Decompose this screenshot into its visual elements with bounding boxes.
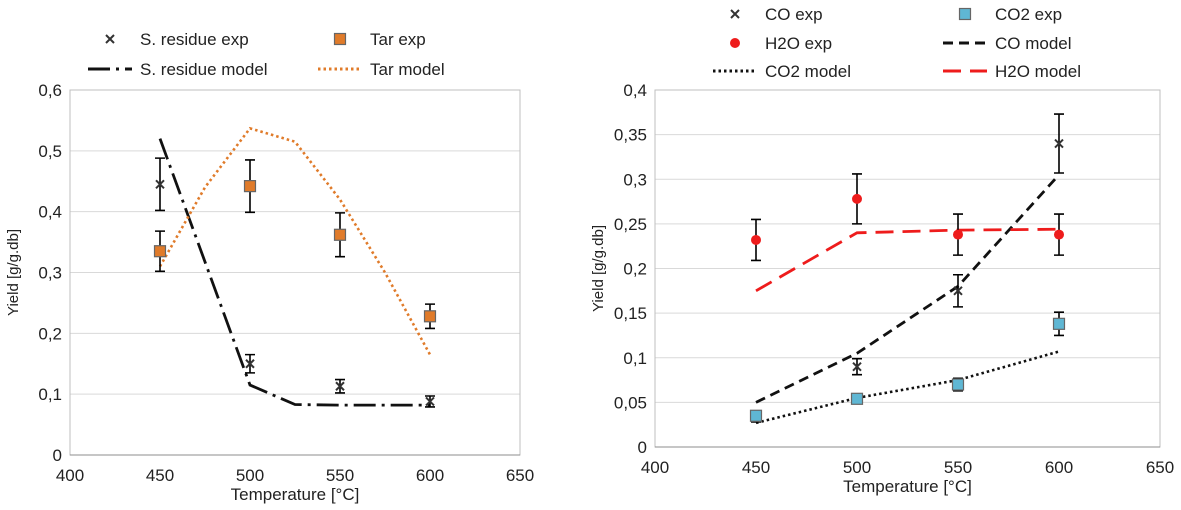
y-tick-label: 0,1 <box>623 349 647 368</box>
data-point-tar-exp <box>153 245 167 258</box>
data-point-co-exp <box>1054 138 1064 149</box>
legend-symbol <box>333 32 347 46</box>
data-point-co-exp <box>852 361 862 372</box>
x-tick-label: 550 <box>326 466 354 485</box>
legend-item: S. residue model <box>88 60 268 79</box>
legend-item: H2O exp <box>730 34 832 53</box>
data-point-co-exp <box>953 286 963 296</box>
legend-1: S. residue exp Tar exp S. residue model Tar… <box>88 30 445 79</box>
data-point-s-residue-exp <box>155 179 165 189</box>
data-point-h2o-exp <box>852 193 862 204</box>
legend-item: Tar exp <box>333 30 426 49</box>
legend-label: CO2 model <box>765 62 851 81</box>
legend-item: CO2 model <box>713 62 851 81</box>
legend-label: CO exp <box>765 5 823 24</box>
legend-symbol <box>958 7 972 21</box>
legend-symbol <box>730 38 740 48</box>
data-point-tar-exp <box>243 180 257 193</box>
data-point-co2-exp <box>1052 317 1066 330</box>
series-line-s-residue-model <box>158 138 430 407</box>
legend-item: CO model <box>943 34 1072 53</box>
legend-item: CO2 exp <box>958 5 1062 24</box>
x-axis-label: Temperature [°C] <box>231 485 360 504</box>
x-tick-label: 650 <box>506 466 534 485</box>
legend-label: H2O model <box>995 62 1081 81</box>
y-tick-label: 0,3 <box>38 264 62 283</box>
legend-label: S. residue model <box>140 60 268 79</box>
y-tick-label: 0,15 <box>614 304 647 323</box>
y-tick-label: 0,35 <box>614 126 647 145</box>
y-tick-label: 0 <box>53 446 62 465</box>
x-tick-label: 600 <box>1045 458 1073 477</box>
legend-item: H2O model <box>943 62 1081 81</box>
series-line-co-model <box>755 173 1061 404</box>
data-point-co2-exp <box>850 392 864 405</box>
x-tick-label: 650 <box>1146 458 1174 477</box>
x-tick-label: 400 <box>641 458 669 477</box>
y-tick-label: 0,2 <box>623 260 647 279</box>
x-tick-label: 450 <box>742 458 770 477</box>
data-point-co2-exp <box>749 409 763 422</box>
y-axis-label: Yield [g/g.db] <box>590 225 607 312</box>
series-line-co2-model <box>755 350 1060 425</box>
legend-label: CO2 exp <box>995 5 1062 24</box>
legend-label: Tar exp <box>370 30 426 49</box>
y-tick-label: 0,2 <box>38 324 62 343</box>
chart-1: 0 0,1 0,2 0,3 0,4 0,5 0,6 400 450 500 550 600 650 Tem… <box>5 81 534 504</box>
legend-item: S. residue exp <box>105 30 249 49</box>
x-tick-label: 400 <box>56 466 84 485</box>
y-tick-label: 0,25 <box>614 215 647 234</box>
y-tick-label: 0,3 <box>623 170 647 189</box>
legend-item: CO exp <box>730 5 823 24</box>
data-point-s-residue-exp <box>335 381 345 391</box>
x-tick-label: 600 <box>416 466 444 485</box>
y-tick-label: 0 <box>638 438 647 457</box>
data-point-s-residue-exp <box>245 359 255 369</box>
data-point-tar-exp <box>333 228 347 241</box>
y-tick-label: 0,05 <box>614 393 647 412</box>
y-axis-label: Yield [g/g.db] <box>5 229 22 316</box>
legend-item: Tar model <box>318 60 445 79</box>
data-point-s-residue-exp <box>425 396 435 407</box>
legend-label: S. residue exp <box>140 30 249 49</box>
y-tick-label: 0,4 <box>623 81 647 100</box>
x-tick-label: 500 <box>843 458 871 477</box>
x-axis-label: Temperature [°C] <box>843 477 972 496</box>
x-tick-label: 500 <box>236 466 264 485</box>
chart-2: 0 0,05 0,1 0,15 0,2 0,25 0,3 0,35 0,4 400 450 500 55… <box>590 81 1174 496</box>
legend-label: CO model <box>995 34 1072 53</box>
legend-symbol <box>730 9 740 19</box>
data-point-co2-exp <box>951 378 965 391</box>
series-line-h2o-model <box>755 227 1060 293</box>
data-point-h2o-exp <box>751 234 761 245</box>
legend-label: Tar model <box>370 60 445 79</box>
data-point-tar-exp <box>423 310 437 323</box>
y-tick-label: 0,4 <box>38 203 62 222</box>
y-tick-label: 0,5 <box>38 142 62 161</box>
x-tick-label: 450 <box>146 466 174 485</box>
legend-2: CO exp CO2 exp H2O exp CO model CO2 model H2O… <box>713 5 1081 81</box>
x-tick-label: 550 <box>944 458 972 477</box>
data-point-h2o-exp <box>953 229 963 240</box>
y-tick-label: 0,6 <box>38 81 62 100</box>
y-tick-label: 0,1 <box>38 385 62 404</box>
series-line-tar-model <box>158 126 432 356</box>
legend-symbol <box>105 34 115 44</box>
data-point-h2o-exp <box>1054 229 1064 240</box>
legend-label: H2O exp <box>765 34 832 53</box>
